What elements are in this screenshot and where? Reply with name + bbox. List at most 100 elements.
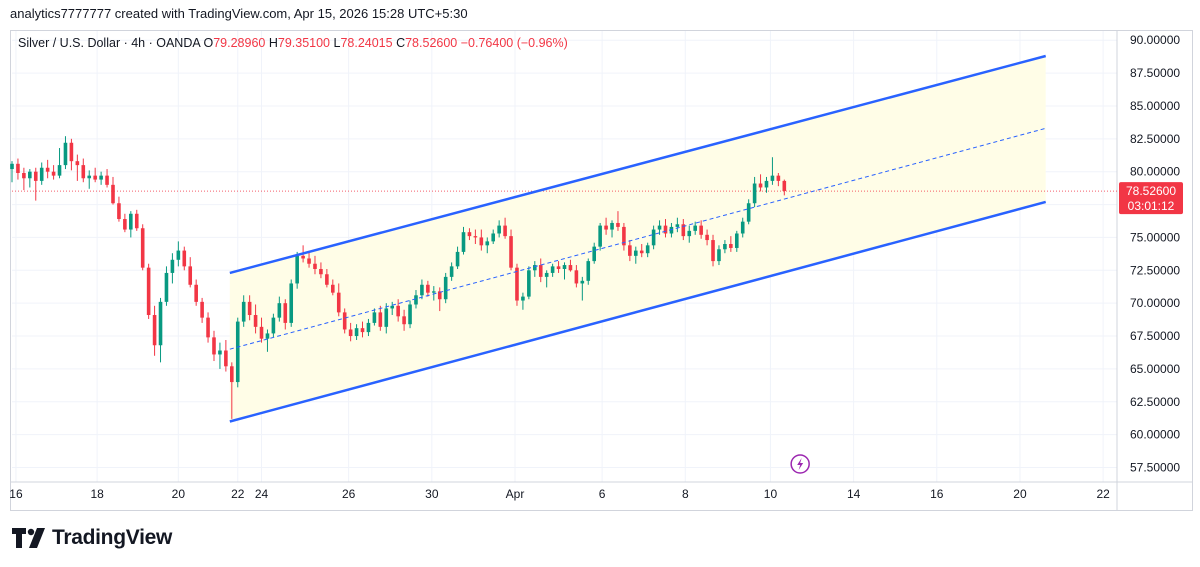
- candle-body[interactable]: [295, 255, 299, 284]
- candle-body[interactable]: [509, 236, 513, 268]
- candle-body[interactable]: [331, 284, 335, 293]
- candle-body[interactable]: [265, 333, 270, 339]
- candle-body[interactable]: [443, 276, 448, 300]
- candle-body[interactable]: [325, 274, 329, 285]
- candle-body[interactable]: [449, 266, 454, 277]
- candle-body[interactable]: [426, 284, 430, 293]
- candle-body[interactable]: [752, 183, 757, 204]
- candle-body[interactable]: [770, 175, 775, 181]
- candle-body[interactable]: [414, 295, 418, 305]
- candle-body[interactable]: [408, 304, 412, 325]
- candle-body[interactable]: [580, 280, 585, 284]
- candle-body[interactable]: [693, 225, 697, 231]
- candle-body[interactable]: [188, 266, 193, 285]
- candle-body[interactable]: [75, 161, 80, 166]
- candle-body[interactable]: [467, 232, 472, 237]
- candle-body[interactable]: [105, 175, 109, 185]
- channel-upper-line[interactable]: [229, 54, 1047, 275]
- tradingview-brand[interactable]: TradingView: [12, 526, 172, 550]
- candle-body[interactable]: [657, 225, 662, 230]
- candle-body[interactable]: [538, 265, 543, 277]
- candle-body[interactable]: [313, 263, 317, 269]
- candle-body[interactable]: [170, 259, 175, 273]
- candle-body[interactable]: [39, 167, 44, 181]
- channel-lower-line[interactable]: [229, 200, 1047, 423]
- candle-body[interactable]: [527, 270, 531, 297]
- candle-body[interactable]: [592, 246, 597, 262]
- candle-body[interactable]: [241, 301, 246, 322]
- symbol-name[interactable]: Silver / U.S. Dollar · 4h · OANDA: [18, 36, 200, 50]
- candle-body[interactable]: [669, 226, 674, 234]
- candle-body[interactable]: [176, 250, 181, 260]
- candle-body[interactable]: [717, 249, 721, 262]
- candle-body[interactable]: [705, 234, 709, 241]
- candle-body[interactable]: [10, 163, 14, 170]
- candle-body[interactable]: [746, 203, 751, 222]
- candle-body[interactable]: [455, 251, 460, 267]
- candle-body[interactable]: [681, 224, 686, 237]
- candle-body[interactable]: [550, 266, 555, 273]
- candle-body[interactable]: [699, 225, 703, 235]
- candle-body[interactable]: [253, 315, 258, 327]
- candle-body[interactable]: [289, 283, 294, 323]
- candle-body[interactable]: [277, 303, 282, 318]
- candle-body[interactable]: [532, 265, 537, 271]
- candle-body[interactable]: [485, 241, 490, 246]
- candle-body[interactable]: [473, 236, 478, 238]
- candle-body[interactable]: [129, 213, 133, 230]
- candle-body[interactable]: [224, 350, 228, 367]
- candle-body[interactable]: [348, 329, 353, 337]
- candle-body[interactable]: [158, 301, 163, 346]
- candle-body[interactable]: [230, 366, 234, 383]
- candle-body[interactable]: [123, 219, 127, 230]
- candle-body[interactable]: [259, 326, 264, 339]
- candle-body[interactable]: [568, 265, 573, 271]
- candle-body[interactable]: [384, 308, 389, 327]
- candle-body[interactable]: [711, 240, 715, 262]
- candle-body[interactable]: [515, 267, 519, 301]
- candle-body[interactable]: [319, 268, 323, 275]
- candle-body[interactable]: [675, 224, 680, 227]
- candle-body[interactable]: [734, 233, 739, 248]
- candle-body[interactable]: [723, 244, 727, 250]
- candle-body[interactable]: [639, 250, 644, 254]
- candle-body[interactable]: [93, 175, 97, 180]
- candle-body[interactable]: [152, 315, 157, 346]
- candle-body[interactable]: [663, 225, 668, 234]
- candle-body[interactable]: [556, 266, 561, 269]
- candle-body[interactable]: [544, 272, 549, 277]
- candle-body[interactable]: [651, 229, 656, 246]
- candle-body[interactable]: [521, 296, 525, 301]
- candle-body[interactable]: [402, 316, 406, 325]
- candle-body[interactable]: [33, 171, 38, 181]
- candle-body[interactable]: [182, 250, 187, 267]
- candle-body[interactable]: [586, 261, 591, 281]
- candle-body[interactable]: [28, 171, 32, 179]
- candle-body[interactable]: [360, 328, 365, 333]
- candle-body[interactable]: [729, 244, 733, 248]
- candle-body[interactable]: [134, 213, 139, 229]
- channel-median-line[interactable]: [229, 127, 1046, 350]
- candle-body[interactable]: [271, 317, 276, 334]
- candle-body[interactable]: [622, 226, 626, 246]
- candle-body[interactable]: [420, 284, 424, 296]
- candle-body[interactable]: [87, 175, 92, 179]
- candle-body[interactable]: [562, 265, 567, 269]
- candle-body[interactable]: [247, 301, 252, 316]
- candle-body[interactable]: [604, 225, 608, 230]
- candle-body[interactable]: [782, 180, 787, 192]
- candle-body[interactable]: [616, 222, 620, 227]
- candle-body[interactable]: [610, 222, 614, 230]
- candle-body[interactable]: [396, 305, 400, 317]
- candle-body[interactable]: [16, 163, 20, 174]
- candle-body[interactable]: [628, 245, 632, 256]
- candle-body[interactable]: [57, 165, 62, 176]
- candle-body[interactable]: [218, 350, 222, 355]
- candle-body[interactable]: [366, 322, 371, 333]
- candle-body[interactable]: [22, 173, 26, 179]
- candle-body[interactable]: [212, 337, 216, 355]
- candle-body[interactable]: [432, 291, 436, 293]
- candle-body[interactable]: [307, 258, 311, 264]
- candle-body[interactable]: [461, 232, 466, 252]
